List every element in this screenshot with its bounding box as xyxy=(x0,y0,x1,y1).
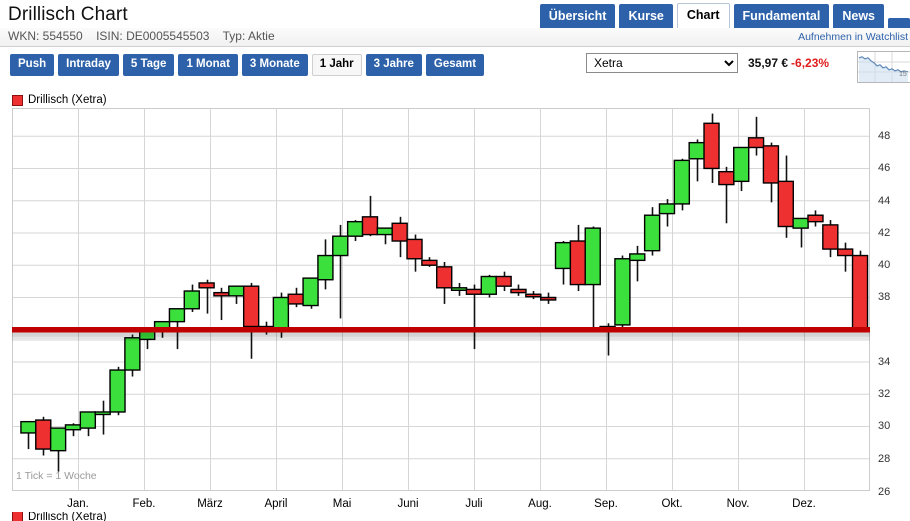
bottom-legend-swatch xyxy=(12,512,23,521)
period-1-monat[interactable]: 1 Monat xyxy=(178,54,238,76)
y-axis-tick-26: 26 xyxy=(878,486,891,498)
x-axis-tick: Feb. xyxy=(132,498,156,510)
period-5-tage[interactable]: 5 Tage xyxy=(122,54,175,76)
y-axis-tick: 28 xyxy=(878,452,891,465)
x-axis-tick: Jan. xyxy=(67,498,89,510)
bottom-legend-label: Drillisch (Xetra) xyxy=(28,512,107,521)
legend-color-swatch xyxy=(12,94,23,106)
bottom-legend: Drillisch (Xetra) xyxy=(12,512,107,521)
x-axis-tick: Sep. xyxy=(594,498,618,510)
x-axis-tick: Mai xyxy=(332,498,352,510)
tick-info-label: 1 Tick = 1 Woche xyxy=(16,470,97,482)
add-to-watchlist-link[interactable]: Aufnehmen in Watchlist xyxy=(798,31,908,43)
y-axis-tick: 38 xyxy=(878,291,891,304)
x-axis-tick: Nov. xyxy=(726,498,750,510)
tab-news[interactable]: News xyxy=(833,4,884,29)
period-button-group: Push Intraday 5 Tage 1 Monat 3 Monate 1 … xyxy=(10,54,488,76)
x-axis-tick: Aug. xyxy=(528,498,552,510)
period-1-jahr[interactable]: 1 Jahr xyxy=(311,54,362,76)
x-axis-tick: Okt. xyxy=(661,498,683,510)
quote-price: 35,97 € xyxy=(748,56,789,70)
y-axis-tick: 42 xyxy=(878,226,891,239)
legend-label: Drillisch (Xetra) xyxy=(28,94,107,106)
tab-overflow[interactable] xyxy=(888,18,910,29)
y-axis-tick: 32 xyxy=(878,388,891,401)
instrument-meta: WKN: 554550 ISIN: DE0005545503 Typ: Akti… xyxy=(8,29,285,43)
venue-select[interactable]: XetraFrankfurtStuttgartTradegate xyxy=(586,53,738,73)
page-title: Drillisch Chart xyxy=(8,4,128,25)
sparkline-icon: 15 xyxy=(858,52,910,82)
chart-legend: Drillisch (Xetra) xyxy=(12,94,107,106)
period-3-monate[interactable]: 3 Monate xyxy=(241,54,308,76)
y-axis-labels: 28 30 32 34 38 40 42 44 46 48 26 xyxy=(874,108,910,498)
chart-container: 28 30 32 34 38 40 42 44 46 48 26 Jan. Feb. März April… xyxy=(0,108,910,521)
y-axis-tick: 40 xyxy=(878,259,891,272)
typ-value: Typ: Aktie xyxy=(222,29,275,43)
isin-value: ISIN: DE0005545503 xyxy=(96,29,210,43)
y-axis-tick: 30 xyxy=(878,420,891,433)
svg-text:15: 15 xyxy=(899,71,907,78)
y-axis-tick: 48 xyxy=(878,130,891,143)
meta-bar xyxy=(0,28,910,47)
x-axis-tick: Dez. xyxy=(792,498,816,510)
sparkline-thumbnail[interactable]: 15 xyxy=(857,51,910,83)
period-3-jahre[interactable]: 3 Jahre xyxy=(365,54,422,76)
chart-toolbar: Push Intraday 5 Tage 1 Monat 3 Monate 1 … xyxy=(0,51,910,83)
period-intraday[interactable]: Intraday xyxy=(58,54,119,76)
tab-uebersicht[interactable]: Übersicht xyxy=(539,4,616,29)
period-gesamt[interactable]: Gesamt xyxy=(425,54,485,76)
y-axis-tick: 34 xyxy=(878,355,891,368)
quote-display: 35,97 € -6,23% xyxy=(748,56,829,70)
x-axis-tick: Juni xyxy=(397,498,419,510)
y-axis-tick: 44 xyxy=(878,194,891,207)
tab-kurse[interactable]: Kurse xyxy=(619,4,673,29)
page-header: Drillisch Chart Übersicht Kurse Chart Fu… xyxy=(0,0,910,47)
period-push[interactable]: Push xyxy=(10,54,55,76)
candlestick-chart[interactable] xyxy=(12,108,870,491)
x-axis-tick: März xyxy=(197,498,223,510)
main-tabs: Übersicht Kurse Chart Fundamental News xyxy=(536,3,910,29)
x-axis-tick: Juli xyxy=(465,498,483,510)
tab-fundamental[interactable]: Fundamental xyxy=(733,4,830,29)
tab-chart[interactable]: Chart xyxy=(676,3,730,29)
wkn-value: WKN: 554550 xyxy=(8,29,83,43)
y-axis-tick: 46 xyxy=(878,162,891,175)
quote-change: -6,23% xyxy=(791,56,830,70)
x-axis-tick: April xyxy=(264,498,288,510)
